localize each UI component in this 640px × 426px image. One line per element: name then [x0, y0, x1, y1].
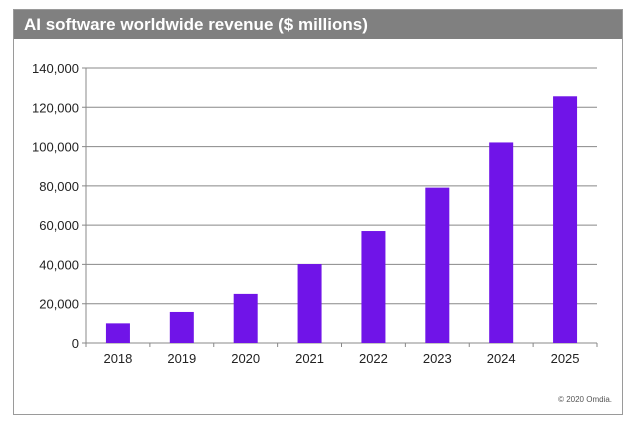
x-tick-label: 2025	[551, 351, 580, 366]
bar-2018	[105, 323, 130, 343]
x-tick-label: 2023	[423, 351, 452, 366]
bar-2022	[361, 231, 386, 343]
x-tick-label: 2019	[167, 351, 196, 366]
y-tick-label: 0	[72, 336, 79, 351]
bar-2023	[425, 187, 450, 343]
y-tick-label: 80,000	[39, 179, 79, 194]
chart-frame: AI software worldwide revenue ($ million…	[13, 9, 623, 415]
x-tick-label: 2018	[103, 351, 132, 366]
y-tick-label: 60,000	[39, 218, 79, 233]
x-tick-label: 2022	[359, 351, 388, 366]
y-tick-label: 120,000	[32, 100, 79, 115]
y-tick-label: 100,000	[32, 140, 79, 155]
y-tick-label: 20,000	[39, 297, 79, 312]
copyright-note: © 2020 Omdia.	[558, 395, 612, 404]
bar-2019	[169, 311, 194, 343]
bar-2024	[489, 142, 514, 343]
bar-2025	[553, 96, 578, 344]
y-tick-label: 140,000	[32, 61, 79, 76]
x-tick-label: 2020	[231, 351, 260, 366]
bar-2020	[233, 293, 258, 343]
bar-2021	[297, 264, 322, 343]
x-tick-label: 2024	[487, 351, 516, 366]
title-bar: AI software worldwide revenue ($ million…	[14, 10, 622, 39]
chart-title: AI software worldwide revenue ($ million…	[24, 15, 368, 34]
y-tick-label: 40,000	[39, 257, 79, 272]
x-tick-label: 2021	[295, 351, 324, 366]
